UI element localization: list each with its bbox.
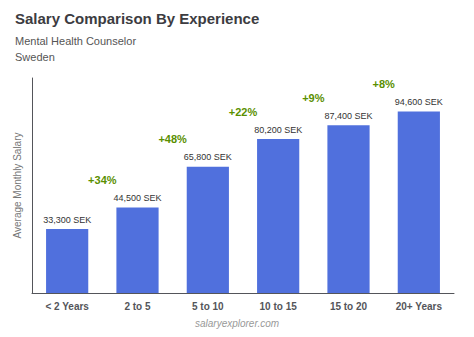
svg-text:87,400 SEK: 87,400 SEK bbox=[324, 111, 372, 121]
svg-text:15 to 20: 15 to 20 bbox=[330, 301, 368, 312]
svg-text:Average Monthly Salary: Average Monthly Salary bbox=[12, 133, 23, 239]
svg-text:65,800 SEK: 65,800 SEK bbox=[184, 152, 232, 162]
svg-text:20+ Years: 20+ Years bbox=[396, 301, 443, 312]
svg-text:33,300 SEK: 33,300 SEK bbox=[43, 215, 91, 225]
svg-text:5 to 10: 5 to 10 bbox=[192, 301, 224, 312]
svg-text:+9%: +9% bbox=[302, 92, 325, 104]
svg-text:+48%: +48% bbox=[158, 133, 187, 145]
svg-text:Salary Comparison By Experienc: Salary Comparison By Experience bbox=[15, 10, 259, 27]
svg-text:< 2 Years: < 2 Years bbox=[45, 301, 89, 312]
svg-text:44,500 SEK: 44,500 SEK bbox=[113, 193, 161, 203]
svg-text:80,200 SEK: 80,200 SEK bbox=[254, 125, 302, 135]
svg-text:94,600 SEK: 94,600 SEK bbox=[395, 97, 443, 107]
svg-text:+8%: +8% bbox=[373, 78, 396, 90]
svg-text:+22%: +22% bbox=[229, 106, 258, 118]
svg-text:Mental Health Counselor: Mental Health Counselor bbox=[15, 35, 136, 47]
svg-text:+34%: +34% bbox=[88, 174, 117, 186]
svg-text:Sweden: Sweden bbox=[15, 51, 55, 63]
svg-text:10 to 15: 10 to 15 bbox=[260, 301, 298, 312]
svg-text:salaryexplorer.com: salaryexplorer.com bbox=[195, 318, 279, 329]
svg-text:2 to 5: 2 to 5 bbox=[124, 301, 151, 312]
